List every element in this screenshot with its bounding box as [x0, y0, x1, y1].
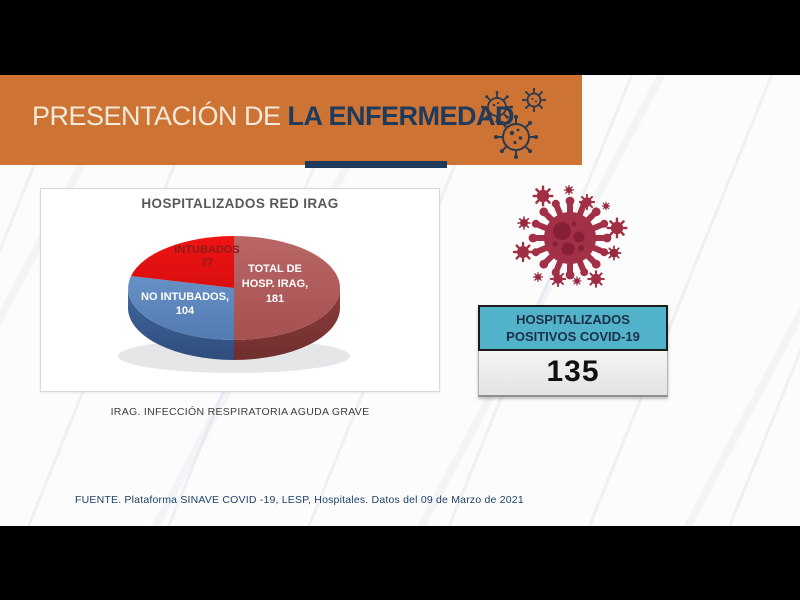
letterbox-bottom [0, 526, 800, 600]
pie-chart-card: HOSPITALIZADOS RED IRAG INTUBADOS 77 NO … [40, 188, 440, 392]
source-footnote: FUENTE. Plataforma SINAVE COVID -19, LES… [75, 494, 524, 506]
satellite-virus [606, 245, 622, 261]
satellite-virus [587, 270, 605, 288]
label-total-value: 181 [266, 293, 284, 305]
satellite-virus [532, 271, 544, 283]
pie-slice-no-intubados [128, 276, 234, 340]
label-no-intubados: NO INTUBADOS, [141, 291, 229, 303]
stat-box-header-line2: POSITIVOS COVID-19 [506, 329, 640, 344]
stat-box-header-line1: HOSPITALIZADOS [516, 312, 630, 327]
virus-cluster-icon [481, 88, 546, 159]
satellite-virus [601, 201, 611, 211]
pie-slice-intubados [131, 236, 234, 288]
letterbox-top [0, 0, 800, 75]
satellite-virus [606, 217, 628, 239]
header-banner [0, 75, 582, 165]
covid-positive-stat-box: HOSPITALIZADOS POSITIVOS COVID-19 135 [478, 305, 668, 397]
label-total-1: TOTAL DE [248, 263, 302, 275]
label-intubados: INTUBADOS [174, 244, 239, 256]
label-intubados-value: 77 [201, 257, 213, 269]
pie-wall-maroon [234, 288, 340, 360]
pie-wall-blue [128, 288, 234, 360]
satellite-virus [512, 241, 534, 263]
stat-box-header: HOSPITALIZADOS POSITIVOS COVID-19 [478, 305, 668, 351]
satellite-virus [572, 276, 582, 286]
coronavirus-illustration [512, 184, 628, 288]
main-virus-body [528, 196, 612, 280]
page-title-regular: PRESENTACIÓN DE [32, 101, 281, 131]
irag-definition-caption: IRAG. INFECCIÓN RESPIRATORIA AGUDA GRAVE [110, 406, 370, 418]
satellite-virus [578, 193, 596, 211]
page-title-bold: LA ENFERMEDAD [280, 101, 515, 131]
satellite-virus [532, 185, 554, 207]
label-no-intubados-value: 104 [176, 305, 195, 317]
page-title: PRESENTACIÓN DE LA ENFERMEDAD [32, 101, 515, 132]
satellite-virus [517, 216, 531, 230]
banner-accent-dash [305, 161, 447, 168]
pie-slice-total [234, 236, 340, 340]
label-total-2: HOSP. IRAG, [242, 278, 308, 290]
satellite-virus [549, 270, 567, 288]
chart-title: HOSPITALIZADOS RED IRAG [141, 196, 339, 211]
pie-chart: INTUBADOS 77 NO INTUBADOS, 104 TOTAL DE … [118, 236, 350, 373]
stat-box-value: 135 [478, 351, 668, 397]
satellite-virus [563, 184, 575, 196]
